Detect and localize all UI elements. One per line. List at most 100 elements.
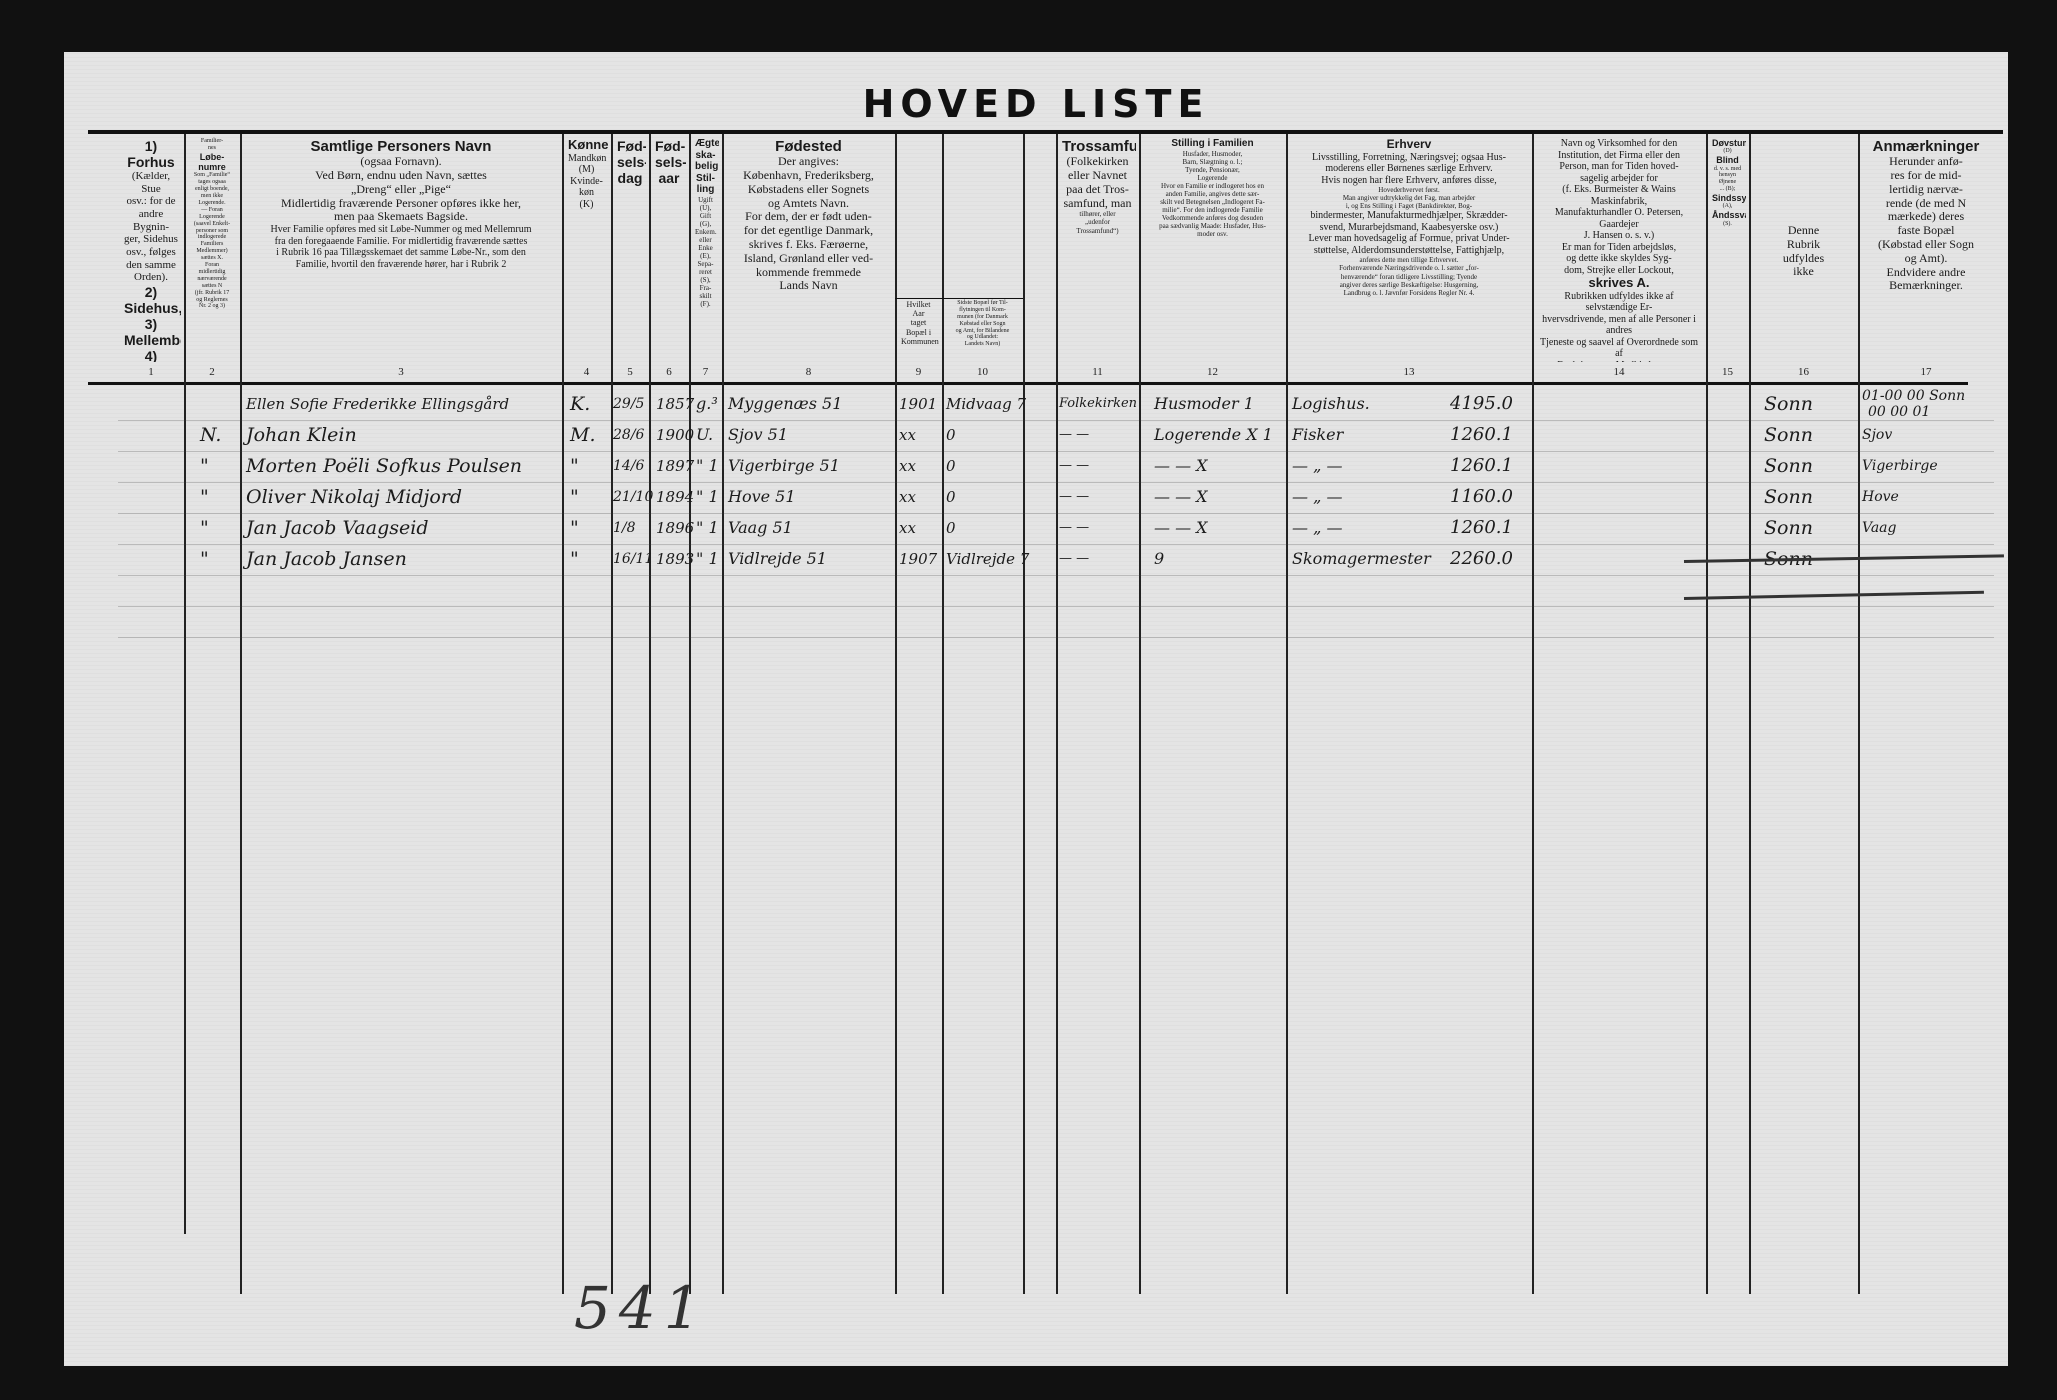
cell-sex: M. (570, 424, 596, 446)
cell-day: 28/6 (613, 427, 645, 443)
column-divider (722, 134, 724, 1294)
column-header-text: (F). (700, 300, 711, 309)
strike-line (1683, 554, 2004, 563)
column-header-text: (E), (700, 251, 711, 260)
column-header-text: fra den foregaaende Familie. For midlert… (274, 235, 528, 247)
column-number: 13 (1403, 366, 1415, 378)
column-header-text: nærværende (197, 275, 227, 282)
column-header-text: Orden). (134, 271, 168, 284)
column-header-text: sættes N (201, 282, 223, 289)
column-header-text: 2) Sidehus, (124, 283, 181, 317)
column-header-text: ska- (695, 149, 716, 161)
cell-position: — — X (1154, 487, 1208, 506)
cell-prev-residence: 0 (946, 457, 956, 475)
row-rule (118, 451, 1994, 452)
column-header-text: Rubrikken udfyldes ikke af selvstændige … (1564, 290, 1674, 314)
column-header-text: Øjnene (1718, 179, 1737, 186)
column-header-text: nes (208, 144, 216, 151)
column-header-text: Løbe- (199, 151, 225, 162)
cell-marital: " 1 (696, 549, 719, 568)
cell-col17: Sjov (1862, 427, 1893, 443)
column-header-17: Anmærkninger Herunder anfø-res for de mid… (1861, 134, 1991, 362)
column-header-text: tilhører, eller (1079, 210, 1116, 219)
column-header-text: Hvis nogen har flere Erhverv, anføres di… (1321, 174, 1497, 186)
column-header-text: Erhverv (1386, 137, 1432, 151)
column-header-text: og Amt). (1904, 250, 1948, 265)
column-header-text: Endvidere andre (1886, 264, 1966, 279)
column-header-1: 1) Forhus (Kælder, Stue osv.: for de andre … (121, 134, 181, 362)
column-header-text: sels- (617, 154, 646, 171)
column-header-text: Man angiver udtrykkelig det Fag, man arb… (1342, 194, 1476, 203)
column-header-text: Er man for Tiden arbejdsløs, (1561, 241, 1677, 253)
column-header-text: Købstad eller Sogn (959, 320, 1006, 327)
cell-prev-residence: 0 (946, 488, 956, 506)
column-number: 14 (1613, 366, 1625, 378)
column-header-text: Tyende, Pensionær, (1185, 165, 1240, 174)
column-header-text: (ogsaa Fornavn). (360, 154, 442, 169)
column-header-text: „udenfor (1085, 218, 1110, 227)
column-header-text: tages ogsaa (198, 179, 226, 186)
cell-year: 1893 (656, 550, 695, 568)
column-header-text: køn (579, 187, 594, 199)
column-header-text: Familier- (200, 138, 224, 144)
column-header-text: Landbrug o. l. Jævnfør Forsidens Regler … (1343, 288, 1475, 297)
cell-faith: — — (1059, 520, 1090, 535)
column-header-text: J. Hansen o. s. v.) (1583, 230, 1655, 241)
column-header-text: Midlertidig fraværende Personer opføres … (280, 195, 522, 210)
column-header-text: taget (910, 318, 927, 328)
column-header-text: Hver Familie opføres med sit Løbe-Nummer… (270, 224, 532, 236)
column-header-text: svend, Murarbejdsmand, Kaabesyerske osv.… (1319, 221, 1499, 233)
column-header-text: osv.: for de (126, 195, 176, 208)
column-header-text: indlogerede (197, 234, 227, 241)
column-header-text: Denne (1787, 223, 1820, 237)
column-header-text: Trossamfund (1062, 138, 1136, 155)
column-header-text: d. v. s. med (1713, 165, 1742, 172)
column-header-text: (S). (1723, 220, 1732, 227)
column-header-14: Navn og Virksomhed for den Institution, d… (1535, 134, 1703, 362)
cell-position: — — X (1154, 456, 1208, 475)
cell-day: 16/11 (613, 551, 654, 567)
cell-position: — — X (1154, 518, 1208, 537)
column-divider (184, 134, 186, 1234)
column-header-text: Tjeneste og saavel af Overordnede som af (1540, 336, 1698, 360)
column-header-text: for det egentlige Danmark, (743, 223, 874, 238)
column-header-text: (U), (699, 203, 712, 212)
column-header-text: 3) Mellembgn. (124, 316, 181, 349)
cell-mark: " (200, 548, 209, 570)
column-header-text: Åndssvag (1712, 210, 1746, 221)
column-header-text: samfund, man (1063, 195, 1132, 210)
cell-year: 1896 (656, 519, 695, 537)
column-header-text: Logerende (199, 213, 225, 220)
column-header-text: Hvor en Familie er indlogeret hos en (1160, 181, 1265, 190)
column-header-text: flytningen til Kom- (959, 306, 1006, 313)
column-header-text: Hvilket (906, 300, 931, 309)
column-header-text: Enke (698, 243, 713, 252)
header-bottom-rule (88, 382, 1968, 385)
column-divider (240, 134, 242, 1294)
cell-prev-residence: 0 (946, 519, 956, 537)
column-header-text: Sidste Bopæl før Til- (957, 300, 1008, 306)
column-header-3: Samtlige Personers Navn (ogsaa Fornavn). V… (243, 134, 559, 362)
cell-moved-year: xx (899, 488, 916, 506)
column-header-text: 4) Bagbygn. (144, 348, 158, 362)
handwritten-tally: 541 (574, 1274, 709, 1342)
column-header-text: sels- (655, 154, 686, 171)
cell-name: Jan Jacob Vaagseid (246, 517, 429, 539)
row-rule (118, 544, 1994, 545)
column-number: 5 (627, 366, 633, 378)
cell-name: Jan Jacob Jansen (246, 548, 407, 570)
column-header-text: Samtlige Personers Navn (310, 138, 492, 155)
cell-marital: " 1 (696, 456, 719, 475)
column-header-text: hvervsdrivende, men af alle Personer i a… (1542, 313, 1696, 337)
cell-moved-year: xx (899, 457, 916, 475)
column-header-text: munen (for Danmark (957, 313, 1008, 320)
column-header-text: i, og Ens Stilling i Faget (Bankdirektør… (1345, 202, 1473, 211)
column-header-text: den samme (126, 258, 176, 271)
column-header-text: kommende fremmede (756, 264, 861, 279)
column-header-text: og Amt, for Bilandene (955, 327, 1010, 334)
column-header-text: Funktionærer, Medhjælpere og Arbejdere a… (1538, 360, 1700, 362)
column-header-12: Stilling i Familien Husfader, Husmoder, Ba… (1142, 134, 1283, 362)
column-header-text: Lands Navn (779, 278, 838, 293)
cell-mark: N. (200, 424, 222, 446)
